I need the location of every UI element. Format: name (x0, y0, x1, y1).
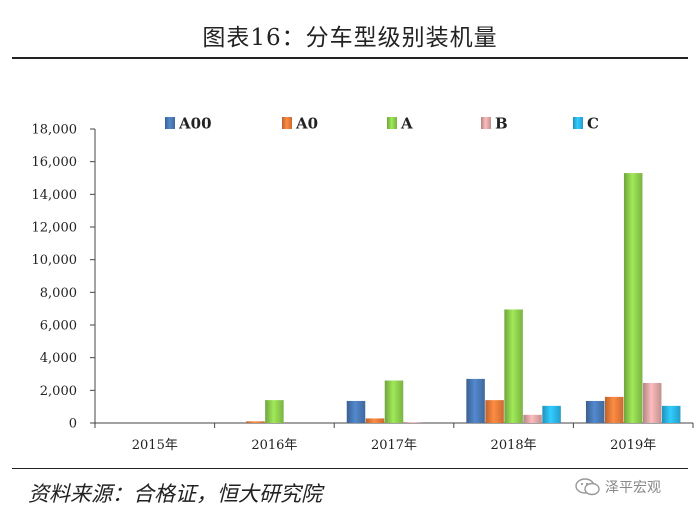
legend-swatch (481, 117, 491, 129)
x-tick-label: 2018年 (491, 438, 537, 453)
legend-swatch (387, 117, 397, 129)
bar-B (403, 422, 423, 423)
legend-label: A (400, 115, 413, 133)
y-tick-label: 14,000 (32, 188, 78, 203)
x-tick-label: 2016年 (251, 438, 297, 453)
bar-A (623, 173, 643, 423)
legend-swatch (282, 117, 292, 129)
bar-C (542, 405, 561, 423)
y-tick-label: 12,000 (32, 221, 78, 236)
watermark-text: 泽平宏观 (605, 480, 661, 496)
bar-B (642, 382, 662, 423)
y-tick-label: 0 (69, 417, 77, 432)
bar-A0 (604, 396, 624, 423)
title-divider (12, 57, 688, 59)
wechat-icon (575, 478, 600, 496)
bar-A00 (585, 400, 605, 423)
y-tick-label: 10,000 (32, 253, 78, 268)
y-tick-label: 18,000 (32, 123, 78, 138)
footer-divider (12, 468, 688, 469)
bar-chart: 0 2,000 4,000 6,000 8,000 10,000 12,000 14,000 1… (32, 115, 694, 453)
legend-label: C (587, 115, 599, 133)
bar-C (661, 405, 681, 423)
bar-A0 (365, 418, 385, 423)
bar-A (384, 380, 404, 423)
source-note: 资料来源：合格证，恒大研究院 (28, 482, 322, 506)
y-tick-label: 2,000 (40, 384, 77, 399)
watermark: 泽平宏观 (575, 476, 691, 498)
bar-A0 (485, 400, 504, 423)
bar-A00 (466, 378, 485, 423)
legend-label: A0 (295, 115, 318, 133)
legend-label: A00 (178, 115, 212, 133)
y-tick-label: 6,000 (40, 319, 77, 334)
legend-swatch (573, 117, 583, 129)
y-tick-label: 4,000 (40, 351, 77, 366)
bar-A (504, 309, 523, 423)
chart-title: 图表16：分车型级别装机量 (202, 25, 498, 51)
legend-label: B (495, 115, 508, 133)
bar-A00 (346, 400, 366, 423)
bar-B (523, 414, 542, 423)
bar-A0 (246, 421, 265, 423)
x-tick-label: 2015年 (132, 438, 178, 453)
legend-swatch (165, 117, 175, 129)
y-tick-label: 8,000 (40, 286, 77, 301)
bar-A (265, 400, 284, 423)
y-tick-label: 16,000 (32, 155, 78, 170)
x-tick-label: 2017年 (371, 438, 417, 453)
x-tick-label: 2019年 (610, 438, 656, 453)
